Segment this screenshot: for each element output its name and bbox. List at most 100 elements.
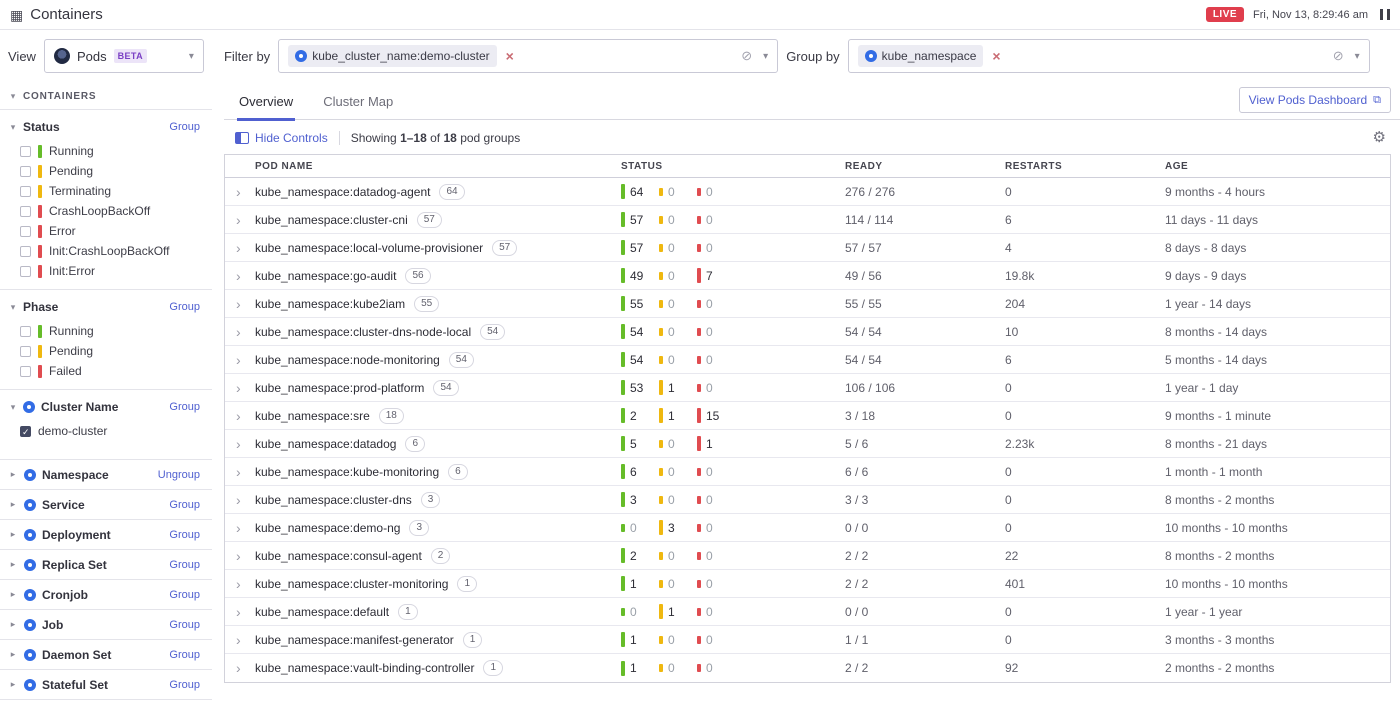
pod-name[interactable]: kube_namespace:node-monitoring [255,352,440,367]
table-row[interactable]: › kube_namespace:sre 18 2 1 15 3 / 18 0 … [225,402,1390,430]
facet-checkbox[interactable] [20,365,31,377]
table-row[interactable]: › kube_namespace:cluster-dns-node-local … [225,318,1390,346]
table-row[interactable]: › kube_namespace:cluster-dns 3 3 0 0 3 /… [225,486,1390,514]
status-group-link[interactable]: Group [169,121,200,133]
facet-checkbox[interactable] [20,145,31,157]
chevron-down-icon[interactable]: ▾ [1354,50,1360,62]
section-action-link[interactable]: Ungroup [157,468,200,481]
row-expand-chevron-icon[interactable]: › [236,323,241,340]
facet-item[interactable]: Init:Error [0,261,212,281]
row-expand-chevron-icon[interactable]: › [236,603,241,620]
col-status[interactable]: Status [621,160,663,172]
section-action-link[interactable]: Group [169,588,200,601]
section-action-link[interactable]: Group [169,498,200,511]
table-row[interactable]: › kube_namespace:default 1 0 1 0 0 / 0 0… [225,598,1390,626]
row-expand-chevron-icon[interactable]: › [236,631,241,648]
facet-section-collapsed[interactable]: ▸ Deployment Group [0,520,212,550]
table-row[interactable]: › kube_namespace:consul-agent 2 2 0 0 2 … [225,542,1390,570]
pod-name[interactable]: kube_namespace:cluster-cni [255,212,408,227]
section-action-link[interactable]: Group [169,528,200,541]
table-row[interactable]: › kube_namespace:kube-monitoring 6 6 0 0… [225,458,1390,486]
facet-section-collapsed[interactable]: ▸ Daemon Set Group [0,640,212,670]
table-row[interactable]: › kube_namespace:manifest-generator 1 1 … [225,626,1390,654]
facet-checkbox[interactable] [20,325,31,337]
view-select[interactable]: Pods BETA ▾ [43,39,204,73]
table-row[interactable]: › kube_namespace:prod-platform 54 53 1 0… [225,374,1390,402]
table-row[interactable]: › kube_namespace:datadog 6 5 0 1 5 / 6 2… [225,430,1390,458]
col-age[interactable]: Age [1165,160,1189,172]
facet-section-collapsed[interactable]: ▸ Replica Set Group [0,550,212,580]
pod-name[interactable]: kube_namespace:kube2iam [255,296,406,311]
row-expand-chevron-icon[interactable]: › [236,491,241,508]
facet-checkbox[interactable] [20,245,31,257]
col-pod-name[interactable]: Pod Name [255,160,313,172]
pod-name[interactable]: kube_namespace:local-volume-provisioner [255,240,484,255]
facet-item[interactable]: Terminating [0,181,212,201]
pause-icon[interactable] [1380,9,1390,20]
facet-checkbox[interactable] [20,345,31,357]
tab-cluster-map[interactable]: Cluster Map [323,94,394,109]
row-expand-chevron-icon[interactable]: › [236,379,241,396]
pod-name[interactable]: kube_namespace:consul-agent [255,548,422,563]
row-expand-chevron-icon[interactable]: › [236,239,241,256]
pod-name[interactable]: kube_namespace:manifest-generator [255,632,454,647]
row-expand-chevron-icon[interactable]: › [236,211,241,228]
row-expand-chevron-icon[interactable]: › [236,660,241,676]
table-row[interactable]: › kube_namespace:go-audit 56 49 0 7 49 /… [225,262,1390,290]
pod-name[interactable]: kube_namespace:datadog-agent [255,184,431,199]
tab-overview[interactable]: Overview [237,94,296,121]
remove-group-tag-icon[interactable]: × [992,48,1001,64]
row-expand-chevron-icon[interactable]: › [236,183,241,200]
row-expand-chevron-icon[interactable]: › [236,547,241,564]
table-row[interactable]: › kube_namespace:demo-ng 3 0 3 0 0 / 0 0… [225,514,1390,542]
chevron-down-icon[interactable]: ▾ [188,50,194,62]
cluster-section-header[interactable]: ▾ Cluster Name Group [0,390,212,421]
row-expand-chevron-icon[interactable]: › [236,463,241,480]
facet-checkbox[interactable] [20,185,31,197]
table-row[interactable]: › kube_namespace:cluster-cni 57 57 0 0 1… [225,206,1390,234]
col-ready[interactable]: Ready [845,160,883,172]
group-by-input[interactable]: kube_namespace × ⊘ ▾ [847,39,1370,73]
section-action-link[interactable]: Group [169,678,200,691]
facet-item[interactable]: Init:CrashLoopBackOff [0,241,212,261]
facet-section-collapsed[interactable]: ▸ Namespace Ungroup [0,460,212,490]
table-row[interactable]: › kube_namespace:vault-binding-controlle… [225,654,1390,682]
view-pods-dashboard-button[interactable]: View Pods Dashboard ⧉ [1238,87,1391,113]
live-badge[interactable]: LIVE [1205,7,1245,22]
pod-name[interactable]: kube_namespace:cluster-dns-node-local [255,324,472,339]
row-expand-chevron-icon[interactable]: › [236,575,241,592]
filter-by-input[interactable]: kube_cluster_name:demo-cluster × ⊘ ▾ [278,39,779,73]
facet-item[interactable]: Error [0,221,212,241]
facet-section-collapsed[interactable]: ▸ Stateful Set Group [0,670,212,700]
facet-checkbox[interactable] [20,165,31,177]
pod-name[interactable]: kube_namespace:kube-monitoring [255,464,440,479]
row-expand-chevron-icon[interactable]: › [236,351,241,368]
facet-item-demo-cluster[interactable]: demo-cluster [0,421,212,441]
remove-filter-tag-icon[interactable]: × [505,48,514,64]
group-tag-pill[interactable]: kube_namespace [857,45,984,67]
pod-name[interactable]: kube_namespace:sre [255,408,370,423]
row-expand-chevron-icon[interactable]: › [236,295,241,312]
row-expand-chevron-icon[interactable]: › [236,435,241,452]
phase-section-header[interactable]: ▾ Phase Group [0,290,212,321]
demo-cluster-checkbox[interactable] [20,425,31,437]
pod-name[interactable]: kube_namespace:datadog [255,436,397,451]
status-section-header[interactable]: ▾ Status Group [0,110,212,141]
pod-name[interactable]: kube_namespace:go-audit [255,268,397,283]
pod-name[interactable]: kube_namespace:vault-binding-controller [255,661,475,675]
table-row[interactable]: › kube_namespace:local-volume-provisione… [225,234,1390,262]
facet-section-collapsed[interactable]: ▸ Job Group [0,610,212,640]
phase-group-link[interactable]: Group [169,301,200,313]
facet-section-collapsed[interactable]: ▸ Service Group [0,490,212,520]
row-expand-chevron-icon[interactable]: › [236,267,241,284]
row-expand-chevron-icon[interactable]: › [236,519,241,536]
gear-icon[interactable]: ⚙ [1372,129,1386,146]
facet-item[interactable]: Running [0,321,212,341]
pod-name[interactable]: kube_namespace:default [255,604,390,619]
table-row[interactable]: › kube_namespace:datadog-agent 64 64 0 0… [225,178,1390,206]
pod-name[interactable]: kube_namespace:cluster-monitoring [255,576,449,591]
pod-name[interactable]: kube_namespace:prod-platform [255,380,425,395]
col-restarts[interactable]: Restarts [1005,160,1063,172]
section-action-link[interactable]: Group [169,618,200,631]
facet-checkbox[interactable] [20,225,31,237]
